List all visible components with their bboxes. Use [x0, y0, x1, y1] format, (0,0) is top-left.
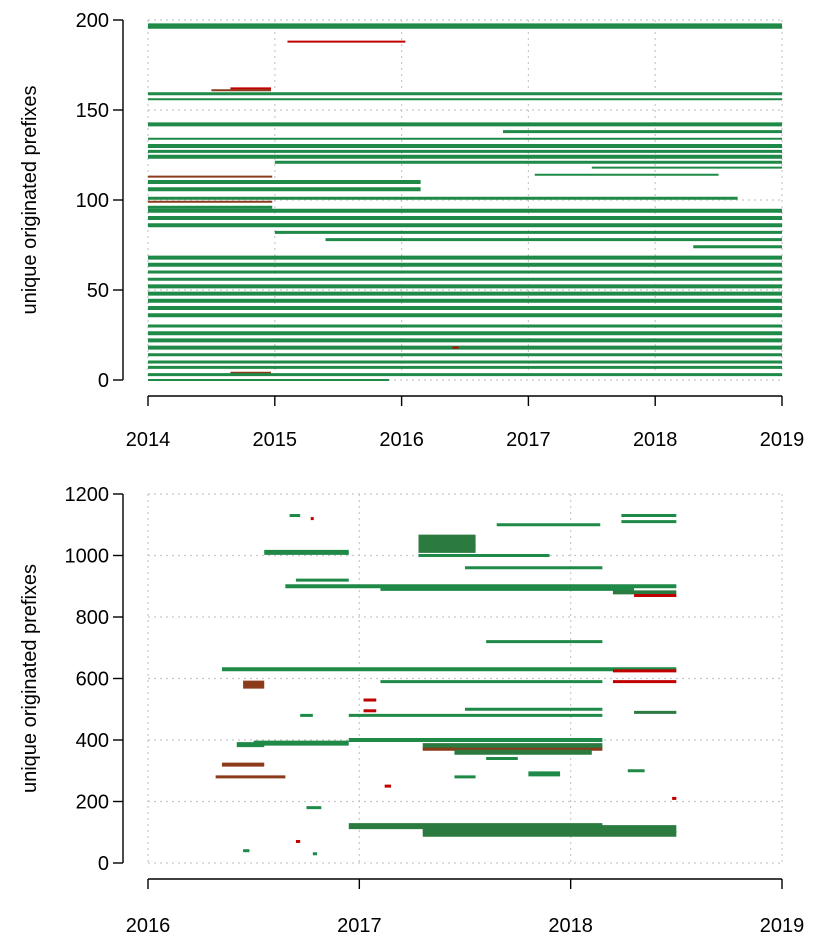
x-tick-label: 2015 — [253, 429, 298, 451]
x-tick-label: 2017 — [337, 915, 382, 937]
y-tick-label: 800 — [76, 607, 109, 629]
x-tick-label: 2019 — [760, 915, 805, 937]
x-tick-label: 2016 — [126, 915, 171, 937]
y-tick-label: 100 — [76, 190, 109, 212]
x-tick-label: 2019 — [760, 429, 805, 451]
x-tick-label: 2018 — [548, 915, 593, 937]
y-tick-label: 600 — [76, 669, 109, 691]
y-tick-label: 200 — [76, 792, 109, 814]
y-tick-label: 1200 — [65, 484, 110, 506]
y-tick-label: 0 — [98, 853, 109, 875]
x-tick-label: 2018 — [633, 429, 678, 451]
y-tick-label: 150 — [76, 100, 109, 122]
x-tick-label: 2014 — [126, 429, 171, 451]
y-tick-label: 200 — [76, 10, 109, 32]
x-tick-label: 2017 — [506, 429, 551, 451]
y-tick-label: 50 — [87, 280, 109, 302]
y-tick-label: 1000 — [65, 546, 110, 568]
x-tick-label: 2016 — [379, 429, 424, 451]
bottom-panel: 0 200 400 600 800 1000 1200 2016 2017 2018 2019 uni… — [19, 484, 804, 937]
y-axis-label: unique originated prefixes — [19, 564, 41, 793]
y-tick-label: 0 — [98, 370, 109, 392]
y-axis-label: unique originated prefixes — [19, 85, 41, 314]
top-panel: 0 50 100 150 200 2014 2015 2016 2017 2018 2019 uniq… — [19, 10, 804, 451]
y-tick-label: 400 — [76, 730, 109, 752]
